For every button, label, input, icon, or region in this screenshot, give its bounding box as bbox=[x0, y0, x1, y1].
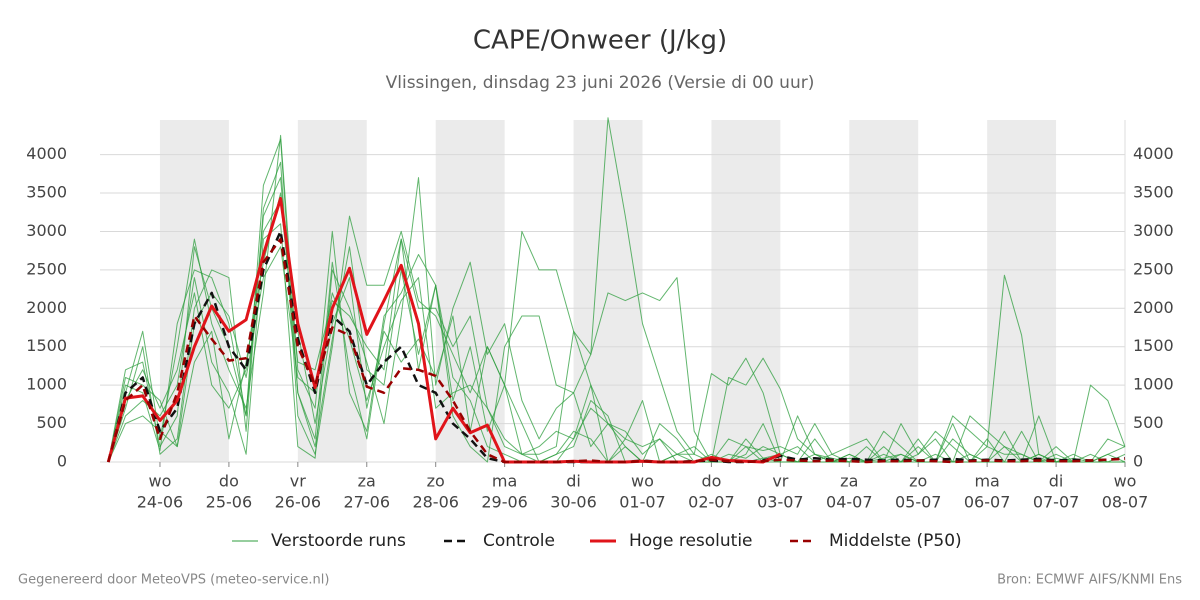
y-tick-label: 1500 bbox=[26, 336, 67, 355]
shaded-day bbox=[573, 120, 643, 462]
x-tick-label: zo bbox=[909, 472, 927, 491]
y2-tick-label: 1500 bbox=[1133, 336, 1174, 355]
x-tick-date: 24-06 bbox=[137, 493, 184, 512]
legend-label: Controle bbox=[483, 531, 555, 551]
x-tick-label: di bbox=[1049, 472, 1064, 491]
x-tick-date: 03-07 bbox=[757, 493, 804, 512]
y-tick-label: 2500 bbox=[26, 259, 67, 278]
series-line bbox=[106, 196, 781, 464]
x-tick-date: 05-07 bbox=[895, 493, 942, 512]
footer-right: Bron: ECMWF AIFS/KNMI Ens bbox=[997, 573, 1182, 588]
x-tick-date: 27-06 bbox=[344, 493, 391, 512]
x-tick-label: vr bbox=[290, 472, 306, 491]
y-tick-label: 4000 bbox=[26, 144, 67, 163]
shaded-day bbox=[849, 120, 919, 462]
x-tick-label: vr bbox=[772, 472, 788, 491]
shaded-day bbox=[435, 120, 505, 462]
x-tick-label: do bbox=[219, 472, 239, 491]
y2-tick-label: 3500 bbox=[1133, 183, 1174, 202]
series-line bbox=[107, 230, 1126, 464]
x-tick-date: 01-07 bbox=[619, 493, 666, 512]
y2-tick-label: 1000 bbox=[1133, 375, 1174, 394]
y2-tick-label: 500 bbox=[1133, 413, 1164, 432]
x-tick-date: 08-07 bbox=[1102, 493, 1149, 512]
y-tick-label: 3500 bbox=[26, 183, 67, 202]
x-tick-label: ma bbox=[974, 472, 999, 491]
x-tick-label: za bbox=[358, 472, 376, 491]
y-tick-label: 0 bbox=[57, 452, 67, 471]
y-tick-label: 2000 bbox=[26, 298, 67, 317]
ensemble-line bbox=[107, 134, 1126, 463]
legend-label: Hoge resolutie bbox=[629, 531, 753, 551]
ensemble-line bbox=[107, 161, 1126, 463]
y2-tick-label: 4000 bbox=[1133, 144, 1174, 163]
y2-tick-label: 2000 bbox=[1133, 298, 1174, 317]
y2-tick-label: 2500 bbox=[1133, 259, 1174, 278]
x-tick-label: wo bbox=[1114, 472, 1137, 491]
x-tick-label: wo bbox=[631, 472, 654, 491]
x-tick-date: 29-06 bbox=[481, 493, 528, 512]
x-tick-label: di bbox=[566, 472, 581, 491]
y-tick-label: 500 bbox=[36, 413, 67, 432]
x-tick-date: 07-07 bbox=[1033, 493, 1080, 512]
x-tick-label: wo bbox=[149, 472, 172, 491]
x-tick-date: 25-06 bbox=[206, 493, 253, 512]
x-tick-date: 06-07 bbox=[964, 493, 1011, 512]
shaded-day bbox=[987, 120, 1057, 462]
x-tick-date: 02-07 bbox=[688, 493, 735, 512]
y2-tick-label: 0 bbox=[1133, 452, 1143, 471]
ensemble-line bbox=[107, 177, 1125, 463]
footer-left: Gegenereerd door MeteoVPS (meteo-service… bbox=[18, 573, 329, 588]
y-tick-label: 1000 bbox=[26, 375, 67, 394]
chart-subtitle: Vlissingen, dinsdag 23 juni 2026 (Versie… bbox=[386, 73, 815, 93]
y-tick-label: 3000 bbox=[26, 221, 67, 240]
y2-tick-label: 3000 bbox=[1133, 221, 1174, 240]
legend-label: Middelste (P50) bbox=[829, 531, 962, 551]
ensemble-line bbox=[107, 246, 1126, 463]
legend-label: Verstoorde runs bbox=[271, 531, 406, 551]
x-tick-date: 28-06 bbox=[412, 493, 459, 512]
x-tick-date: 30-06 bbox=[550, 493, 597, 512]
x-tick-label: ma bbox=[492, 472, 517, 491]
x-tick-label: do bbox=[701, 472, 721, 491]
x-tick-label: zo bbox=[427, 472, 445, 491]
series-line bbox=[107, 237, 1126, 464]
x-tick-date: 26-06 bbox=[275, 493, 322, 512]
chart-title: CAPE/Onweer (J/kg) bbox=[473, 26, 727, 56]
x-tick-date: 04-07 bbox=[826, 493, 873, 512]
x-tick-label: za bbox=[840, 472, 858, 491]
